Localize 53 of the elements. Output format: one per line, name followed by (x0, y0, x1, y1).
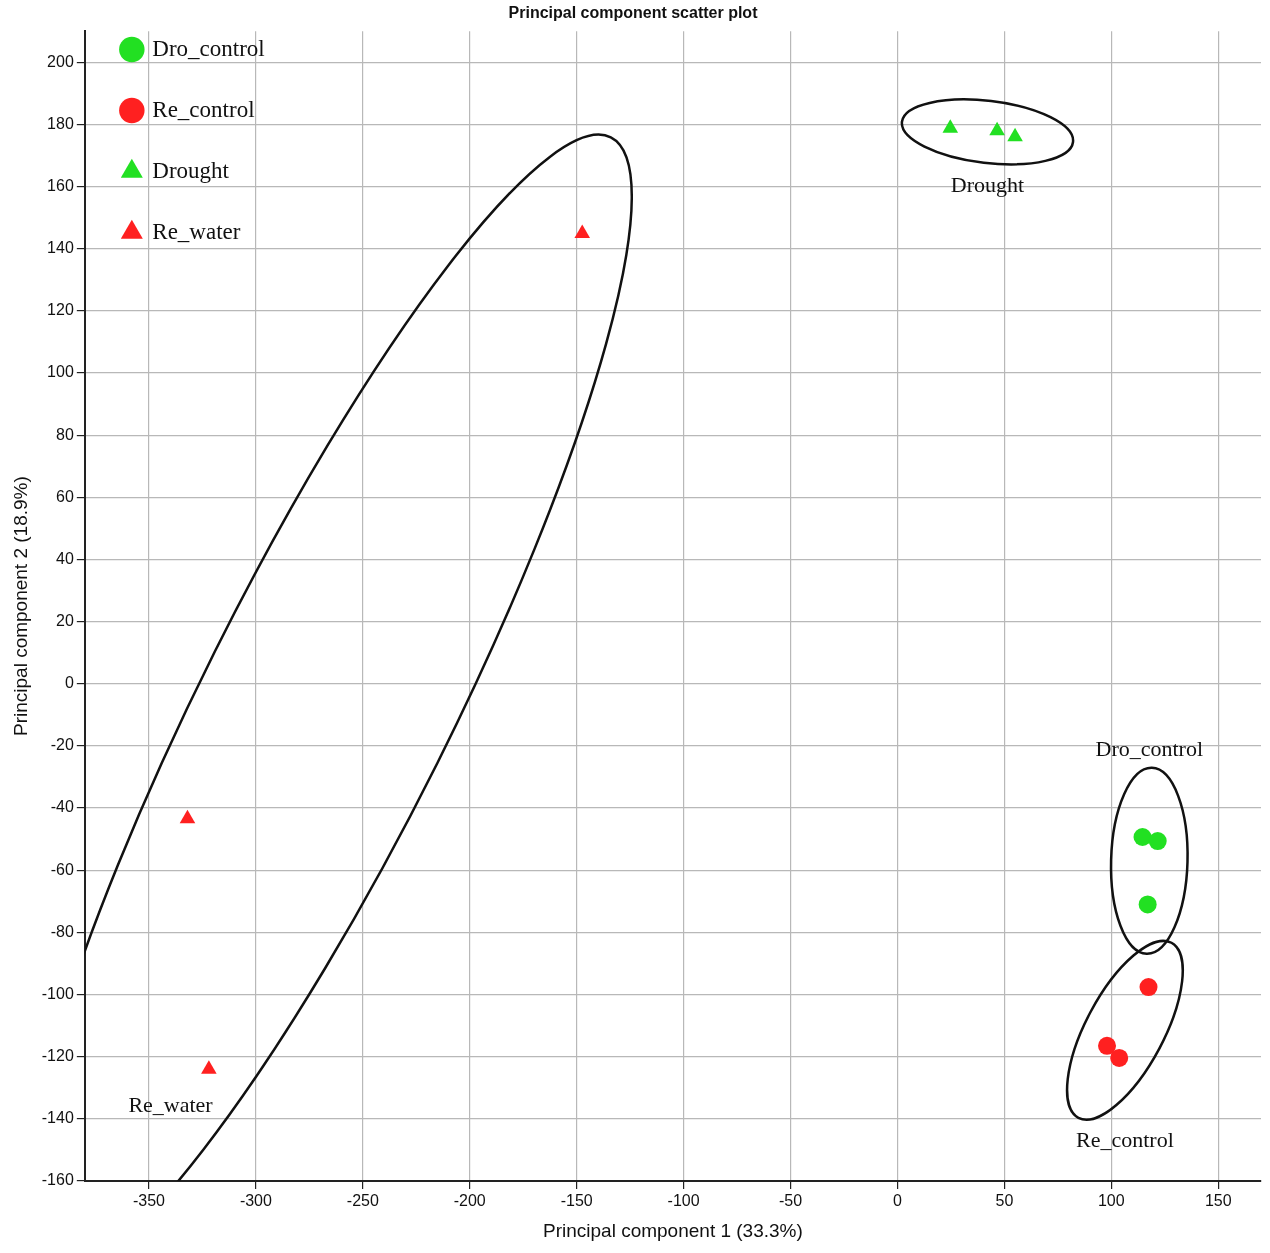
point (574, 224, 591, 238)
y-tick-label: 180 (47, 114, 74, 132)
y-tick-label: 200 (47, 52, 74, 70)
y-tick-label: 140 (47, 239, 74, 257)
legend-label: Dro_control (152, 35, 265, 61)
x-tick-label: -150 (560, 1192, 593, 1210)
x-tick-label: 50 (995, 1192, 1014, 1210)
y-tick-label: -20 (50, 736, 74, 754)
y-tick-label: -100 (41, 984, 74, 1002)
annotation: Re_control (1076, 1127, 1174, 1153)
legend-label: Drought (152, 157, 230, 183)
point (201, 1060, 217, 1074)
y-tick-label: 60 (56, 487, 74, 505)
y-tick-label: 160 (47, 176, 74, 194)
point (942, 119, 959, 133)
point (1098, 1036, 1117, 1055)
x-tick-label: 100 (1097, 1192, 1125, 1210)
y-axis-title: Principal component 2 (18.9%) (9, 476, 31, 737)
y-tick-label: -120 (41, 1047, 74, 1065)
x-axis-title: Principal component 1 (33.3%) (543, 1219, 803, 1241)
x-tick-label: 0 (893, 1192, 902, 1210)
y-tick-label: 20 (56, 612, 74, 630)
y-tick-label: -80 (50, 922, 74, 940)
x-tick-label: -300 (239, 1192, 273, 1210)
y-tick-label: 100 (47, 363, 74, 381)
x-tick-label: -250 (346, 1192, 379, 1210)
x-tick-label: -50 (778, 1192, 803, 1210)
y-tick-label: -40 (50, 798, 74, 816)
point (179, 809, 196, 824)
annotation: Re_water (128, 1091, 214, 1117)
point (1139, 978, 1158, 997)
legend-label: Re_control (152, 96, 255, 122)
y-tick-label: 0 (64, 674, 74, 692)
x-tick-label: -200 (453, 1192, 486, 1210)
y-tick-label: 80 (56, 425, 74, 443)
x-tick-label: -100 (667, 1192, 700, 1210)
point (989, 121, 1005, 136)
annotation: Drought (950, 172, 1025, 198)
point (1110, 1048, 1129, 1067)
chart-title: Principal component scatter plot (508, 4, 759, 22)
x-tick-label: 150 (1204, 1192, 1232, 1210)
y-tick-label: -160 (41, 1171, 74, 1189)
point (1138, 895, 1157, 914)
y-tick-label: 40 (56, 549, 74, 567)
y-tick-label: -140 (41, 1109, 74, 1127)
annotation: Dro_control (1095, 735, 1204, 761)
y-tick-label: -60 (50, 860, 74, 878)
point (1007, 127, 1023, 142)
y-tick-label: 120 (47, 301, 74, 319)
point (1133, 827, 1152, 846)
point (1148, 832, 1167, 851)
legend-label: Re_water (152, 218, 241, 244)
x-tick-label: -350 (132, 1192, 166, 1210)
